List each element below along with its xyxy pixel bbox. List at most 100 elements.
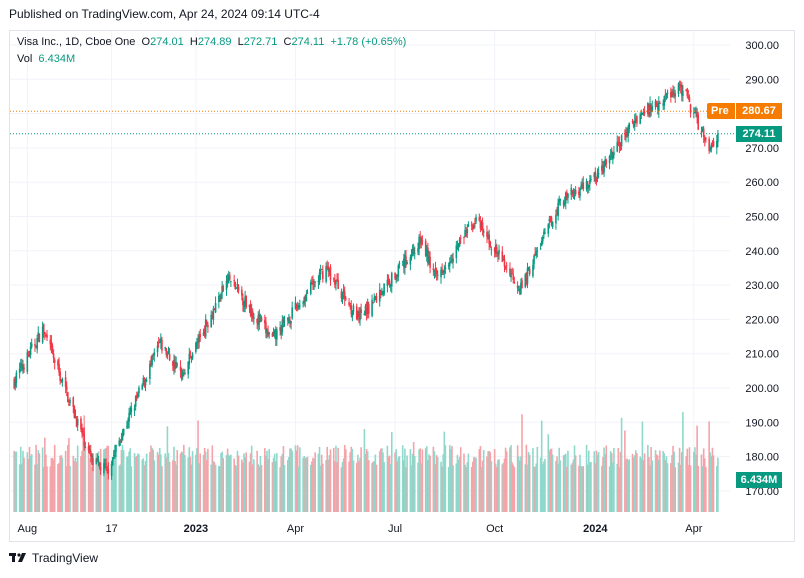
volume-bar [636, 453, 638, 512]
volume-bar [688, 447, 691, 512]
candle-body [91, 455, 93, 459]
volume-bar [329, 449, 332, 512]
published-caption: Published on TradingView.com, Apr 24, 20… [9, 7, 320, 21]
candle-body [41, 326, 44, 343]
candle-body [234, 281, 237, 290]
volume-bar [558, 447, 561, 512]
candle-body [674, 93, 677, 97]
candle-body [620, 135, 623, 147]
candle-body [387, 278, 390, 280]
candle-body [383, 283, 385, 295]
candle-body [190, 356, 193, 360]
candle-body [563, 201, 566, 205]
candle-body [95, 458, 98, 464]
volume-bar [640, 458, 643, 512]
volume-bar [367, 460, 370, 512]
volume-bar [619, 451, 622, 512]
volume-bar [427, 460, 429, 512]
candle-body [199, 334, 202, 338]
volume-bar [689, 465, 692, 512]
volume-bar [700, 454, 703, 512]
volume-bar [390, 432, 393, 512]
candle-body [548, 219, 551, 222]
candle-body [36, 337, 38, 350]
volume-bar [34, 464, 36, 512]
candle-body [83, 433, 86, 446]
candle-body [179, 366, 182, 371]
candle-body [160, 338, 162, 343]
volume-bar [306, 456, 309, 512]
volume-bar [406, 455, 408, 512]
candle-body [578, 191, 580, 195]
candle-body [524, 274, 527, 288]
volume-bar [233, 458, 235, 512]
volume-bar [249, 453, 252, 512]
candle-body [13, 378, 15, 388]
volume-bar [129, 448, 131, 512]
x-tick-label: Apr [685, 523, 702, 535]
candle-body [703, 137, 706, 141]
volume-bar [326, 446, 328, 512]
candle-body [121, 434, 124, 441]
candle-body [386, 279, 389, 286]
candle-body [603, 165, 605, 173]
volume-bar [183, 444, 185, 512]
volume-bar [526, 464, 529, 512]
candle-body [512, 274, 515, 281]
volume-bar [230, 454, 232, 512]
volume-bar [580, 466, 582, 512]
volume-bar [96, 459, 99, 512]
volume-bar [203, 447, 206, 512]
volume-bar [348, 461, 350, 512]
volume-bar [110, 464, 113, 512]
candle-body [541, 237, 544, 242]
volume-bar [455, 463, 458, 512]
candle-body [403, 258, 405, 268]
volume-bar [702, 448, 705, 512]
candle-body [452, 258, 454, 263]
candle-body [351, 311, 354, 317]
volume-bar [679, 464, 682, 512]
candle-body [213, 309, 216, 311]
candle-body [75, 418, 78, 427]
volume-bar [266, 450, 268, 512]
volume-bar [181, 452, 184, 512]
candle-body [550, 217, 553, 226]
candle-body [29, 346, 32, 355]
volume-bar [403, 460, 405, 512]
volume-bar [429, 455, 431, 512]
volume-bar [686, 448, 689, 512]
candle-body [28, 355, 31, 357]
candle-body [236, 284, 239, 286]
candle-body [536, 250, 539, 252]
candle-body [244, 296, 246, 307]
candle-body [458, 239, 461, 247]
volume-bar [649, 465, 651, 512]
close-value: 274.11 [291, 36, 325, 48]
volume-bar [336, 462, 338, 512]
x-tick-label: Aug [18, 523, 38, 535]
candle-body [502, 258, 505, 261]
footer[interactable]: TradingView [9, 551, 98, 565]
volume-bar [457, 459, 460, 512]
volume-bar [206, 460, 208, 512]
candle-body [189, 352, 192, 354]
volume-bar [650, 447, 652, 512]
volume-bar [419, 448, 422, 512]
candle-body [184, 372, 186, 375]
volume-bar [625, 459, 627, 512]
volume-bar [14, 451, 17, 512]
volume-bar [670, 463, 672, 512]
volume-bar [682, 412, 684, 512]
candle-body [406, 261, 408, 265]
volume-bar [165, 457, 168, 512]
volume-bar [35, 444, 37, 512]
volume-bar [351, 448, 354, 512]
candle-body [555, 214, 557, 224]
volume-bar [352, 460, 355, 512]
candle-body [153, 352, 156, 356]
candle-body [42, 324, 45, 335]
candle-body [421, 240, 424, 242]
candle-body [593, 173, 596, 178]
